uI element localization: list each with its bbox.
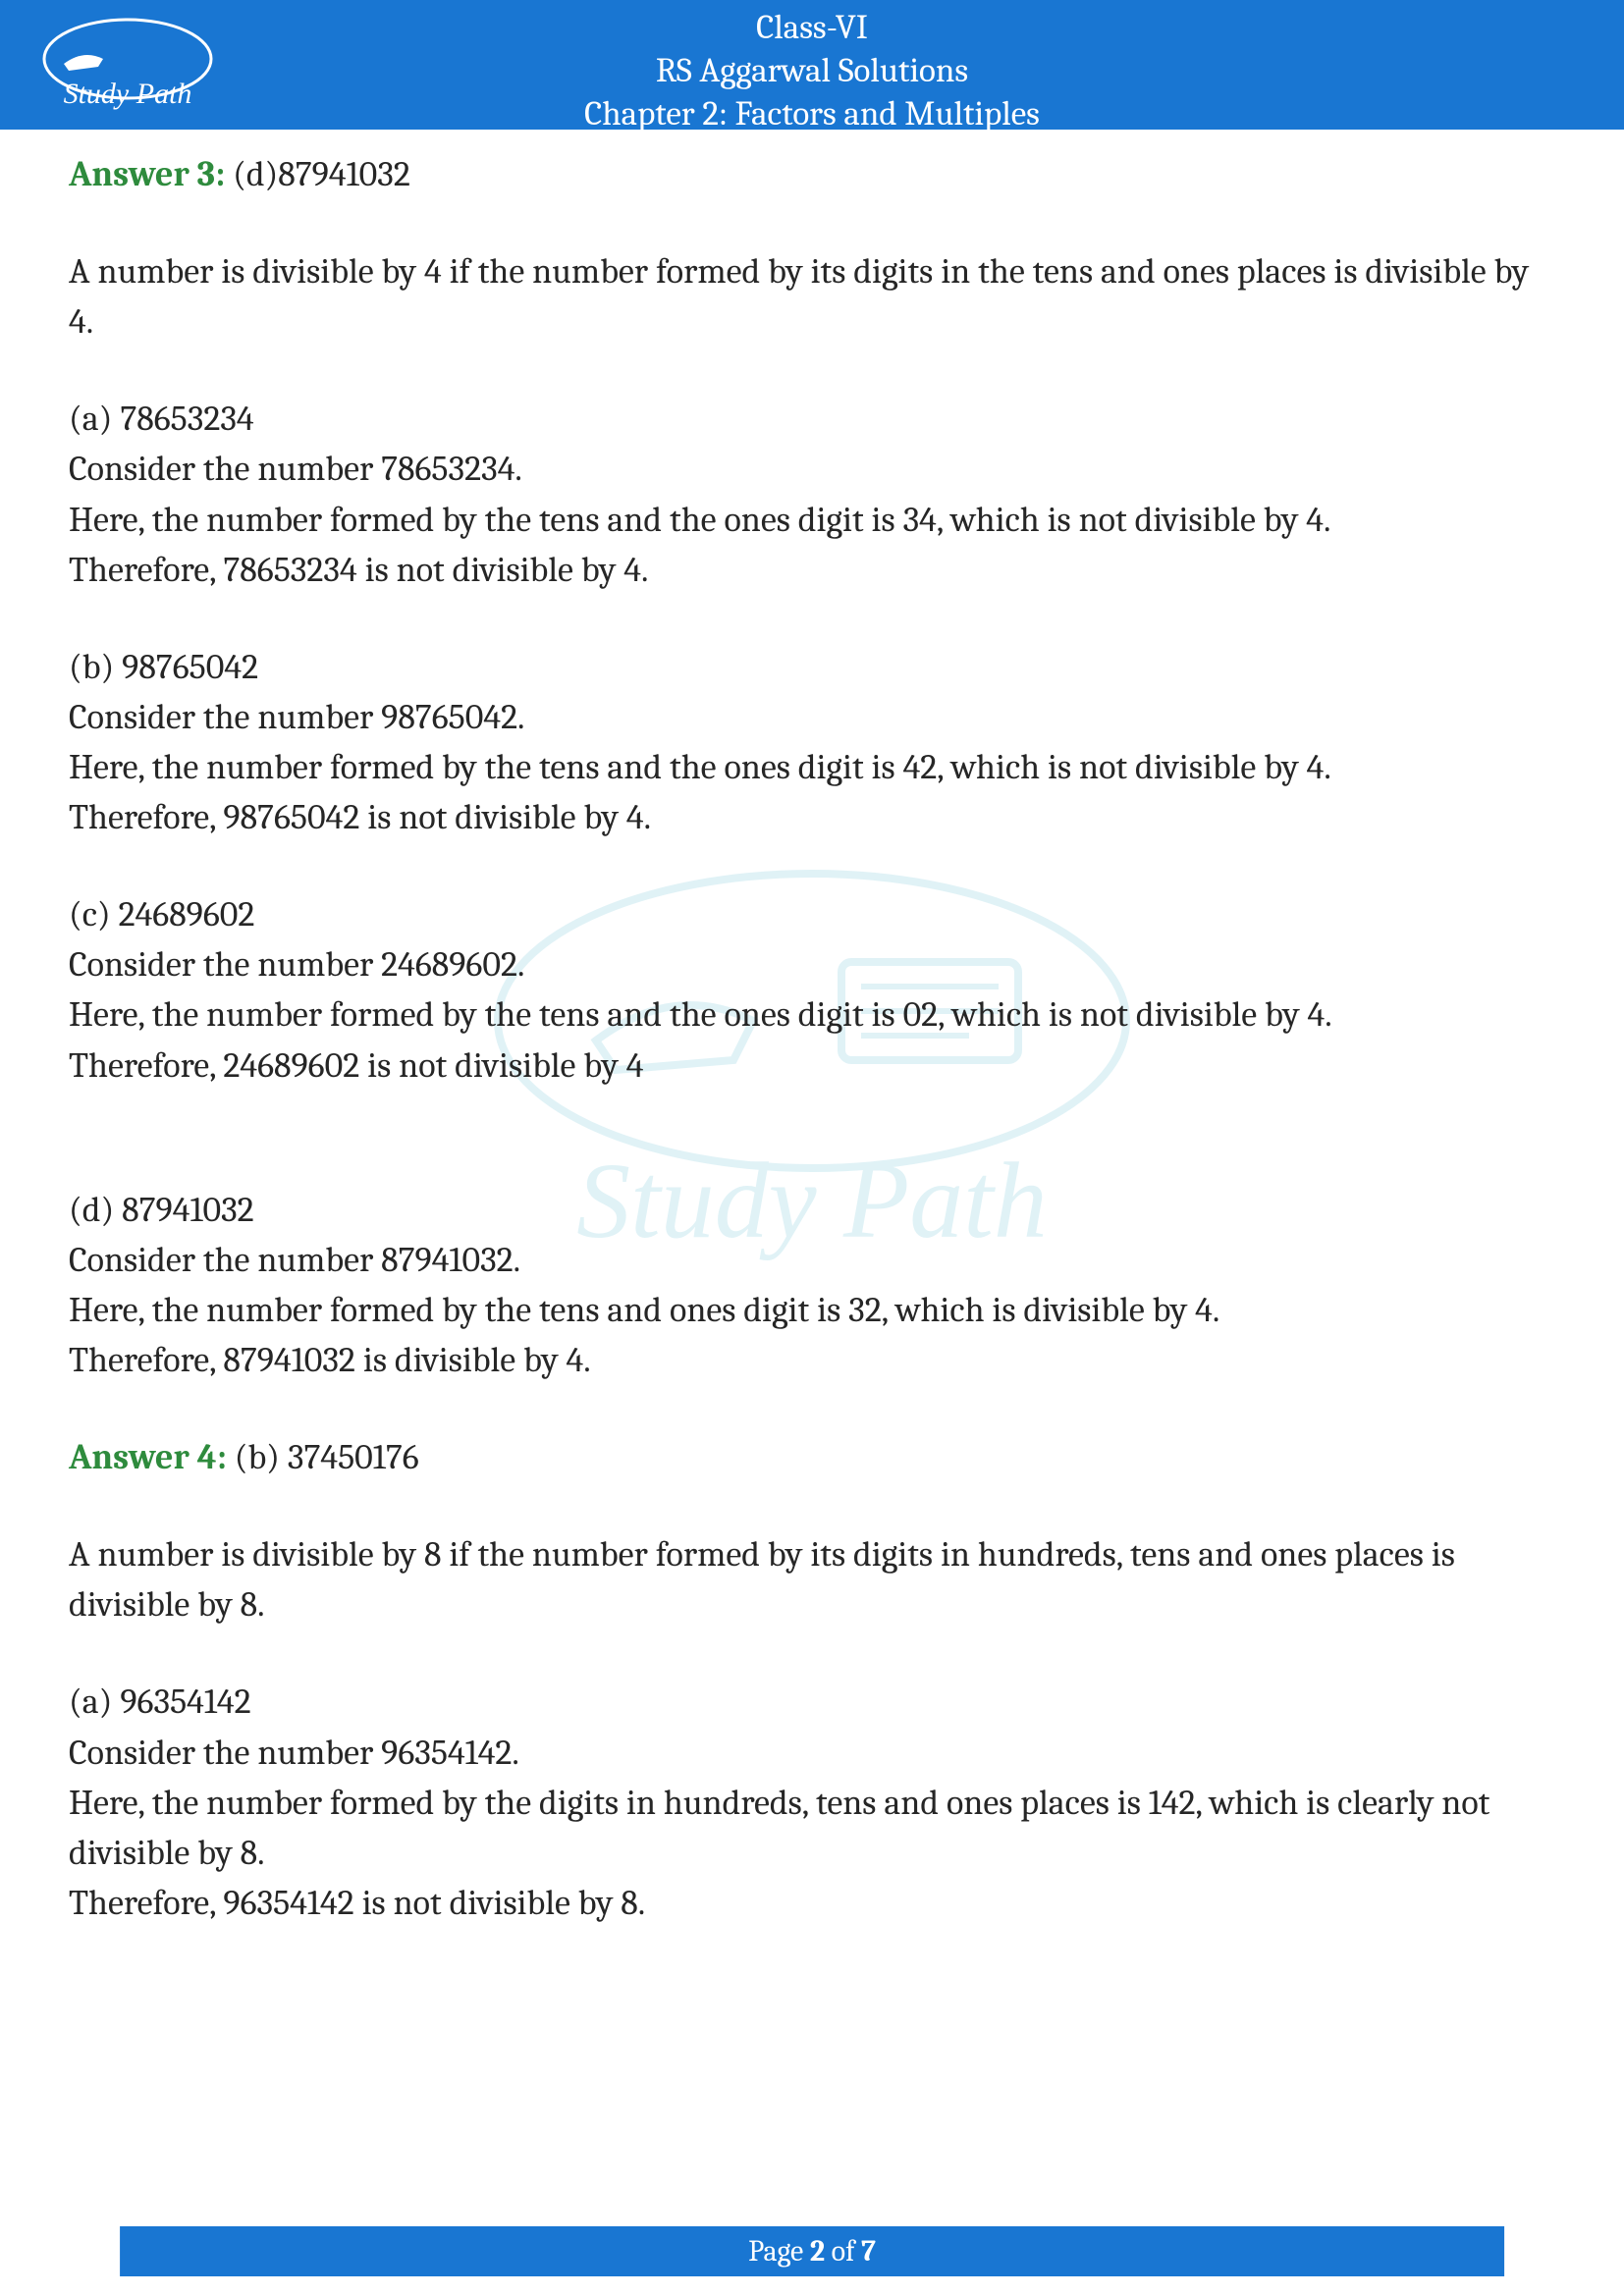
answer-3-option-d: (d) 87941032 Consider the number 8794103… <box>69 1185 1555 1385</box>
answer-3-option-b: (b) 98765042 Consider the number 9876504… <box>69 642 1555 842</box>
page-content: Answer 3: (d)87941032 A number is divisi… <box>0 130 1624 1928</box>
option-c-line-2: Here, the number formed by the tens and … <box>69 989 1555 1040</box>
answer-3-option-a: (a) 78653234 Consider the number 7865323… <box>69 394 1555 594</box>
answer-4-value: (b) 37450176 <box>235 1437 419 1477</box>
option-d-line-1: Consider the number 87941032. <box>69 1235 1555 1285</box>
option-d-line-2: Here, the number formed by the tens and … <box>69 1285 1555 1335</box>
option-c-line-3: Therefore, 24689602 is not divisible by … <box>69 1041 1555 1091</box>
header-title: Class-VI RS Aggarwal Solutions Chapter 2… <box>20 0 1604 134</box>
footer-current: 2 <box>810 2234 825 2269</box>
answer-3-option-c: (c) 24689602 Consider the number 2468960… <box>69 889 1555 1090</box>
option-a-line-3: Therefore, 78653234 is not divisible by … <box>69 545 1555 595</box>
footer-mid: of <box>825 2234 861 2269</box>
option-a4-line-3: Therefore, 96354142 is not divisible by … <box>69 1878 1555 1928</box>
footer-prefix: Page <box>748 2234 810 2269</box>
option-a4-line-1: Consider the number 96354142. <box>69 1728 1555 1778</box>
option-a4-line-2: Here, the number formed by the digits in… <box>69 1778 1555 1878</box>
logo-text: Study Path <box>64 78 192 110</box>
page-footer: Page 2 of 7 <box>120 2226 1504 2276</box>
option-d-head: (d) 87941032 <box>69 1185 1555 1235</box>
study-path-logo: Study Path <box>29 10 226 122</box>
header-line-1: Class-VI <box>20 6 1604 49</box>
header-line-3: Chapter 2: Factors and Multiples <box>20 92 1604 135</box>
answer-4-heading: Answer 4: (b) 37450176 <box>69 1432 1555 1482</box>
header-line-2: RS Aggarwal Solutions <box>20 49 1604 92</box>
answer-4-option-a: (a) 96354142 Consider the number 9635414… <box>69 1677 1555 1928</box>
page-header: Study Path Class-VI RS Aggarwal Solution… <box>0 0 1624 128</box>
option-d-line-3: Therefore, 87941032 is divisible by 4. <box>69 1335 1555 1385</box>
answer-4-label: Answer 4: <box>69 1437 227 1477</box>
option-a-line-1: Consider the number 78653234. <box>69 444 1555 494</box>
answer-3-heading: Answer 3: (d)87941032 <box>69 149 1555 199</box>
option-b-line-3: Therefore, 98765042 is not divisible by … <box>69 792 1555 842</box>
option-c-head: (c) 24689602 <box>69 889 1555 939</box>
answer-3-rule: A number is divisible by 4 if the number… <box>69 246 1555 347</box>
option-a4-head: (a) 96354142 <box>69 1677 1555 1727</box>
option-b-line-2: Here, the number formed by the tens and … <box>69 742 1555 792</box>
answer-4-rule: A number is divisible by 8 if the number… <box>69 1529 1555 1629</box>
option-b-head: (b) 98765042 <box>69 642 1555 692</box>
option-b-line-1: Consider the number 98765042. <box>69 692 1555 742</box>
answer-3-label: Answer 3: <box>69 154 225 194</box>
option-a-line-2: Here, the number formed by the tens and … <box>69 495 1555 545</box>
footer-total: 7 <box>861 2234 876 2269</box>
option-a-head: (a) 78653234 <box>69 394 1555 444</box>
answer-3-value: (d)87941032 <box>233 154 410 194</box>
option-c-line-1: Consider the number 24689602. <box>69 939 1555 989</box>
